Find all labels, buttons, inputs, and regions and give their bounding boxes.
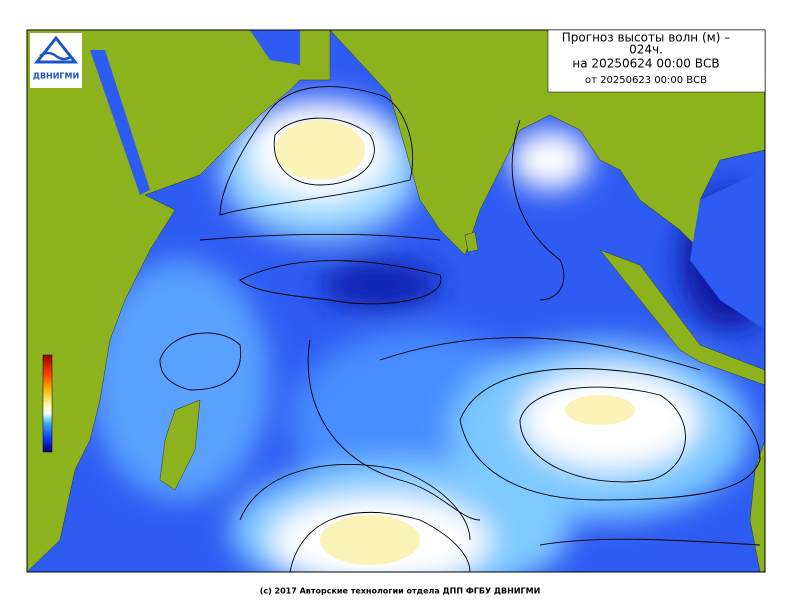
logo: ДВНИГМИ (30, 33, 82, 88)
high-wave-zone (565, 395, 635, 425)
title-box: Прогноз высоты волн (м) – 024ч. на 20250… (547, 29, 766, 93)
title-line: 024ч. (629, 43, 663, 57)
colorbar (42, 354, 53, 453)
map-frame (26, 29, 766, 573)
logo-text: ДВНИГМИ (33, 72, 79, 81)
title-line: от 20250623 00:00 ВСВ (585, 75, 707, 86)
map-area (27, 30, 765, 572)
contours (159, 86, 761, 572)
island (159, 231, 479, 491)
title-line: Прогноз высоты волн (м) – (562, 31, 730, 45)
footer: (c) 2017 Авторские технологии отдела ДПП… (260, 587, 541, 596)
high-wave-zone (320, 515, 420, 565)
high-wave-zone (275, 120, 365, 180)
title-line: на 20250624 00:00 ВСВ (572, 57, 719, 71)
